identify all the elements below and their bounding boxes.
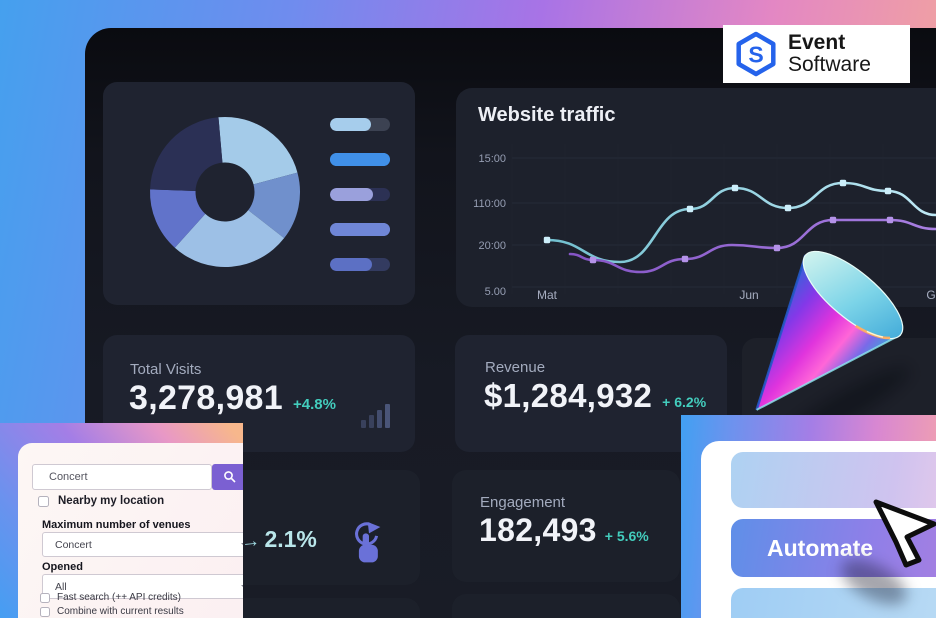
traffic-line-chart: 15:00 110:00 20:00 5.00 Mat Jun G xyxy=(473,144,936,302)
donut-legend xyxy=(330,118,390,293)
data-point-marker xyxy=(589,256,597,264)
data-point-marker xyxy=(731,184,739,192)
data-point-marker xyxy=(829,216,837,224)
logo: S Event Software xyxy=(723,25,910,83)
legend-pill xyxy=(330,188,390,201)
chevron-down-icon xyxy=(241,585,243,589)
slice-periwinkle xyxy=(150,189,206,248)
opened-label: Opened xyxy=(42,561,83,573)
revenue-delta: + 6.2% xyxy=(662,394,707,410)
y-axis-tick: 5.00 xyxy=(485,286,506,298)
y-axis-tick: 15:00 xyxy=(478,153,506,165)
search-input[interactable] xyxy=(32,464,212,490)
slice-light-blue xyxy=(174,210,285,267)
engagement-delta: + 5.6% xyxy=(604,528,649,544)
revenue-label: Revenue xyxy=(485,359,546,376)
bar-chart-icon xyxy=(361,404,390,428)
automate-button-label: Automate xyxy=(767,534,874,561)
data-point-marker xyxy=(886,216,894,224)
engagement-card: Engagement 182,493 + 5.6% xyxy=(452,470,680,582)
donut-chart-card xyxy=(103,82,415,305)
action-button-bottom[interactable] xyxy=(731,588,936,618)
engagement-value: 182,493 xyxy=(479,512,597,548)
legend-pill xyxy=(330,153,390,166)
donut-chart xyxy=(150,117,300,267)
data-point-marker xyxy=(543,236,551,244)
action-button-top[interactable] xyxy=(731,452,936,508)
cone-3d-graphic xyxy=(755,250,904,411)
max-venues-select[interactable]: Concert xyxy=(42,532,243,557)
automate-panel: Automate xyxy=(701,441,936,618)
data-point-marker xyxy=(686,205,694,213)
traffic-purple-line xyxy=(568,218,936,274)
logo-line1: Event xyxy=(788,31,846,55)
partial-card-stub xyxy=(452,594,680,618)
nearby-checkbox[interactable] xyxy=(38,495,49,507)
opened-value: All xyxy=(55,580,67,593)
revenue-value: $1,284,932 xyxy=(484,377,653,414)
trend-arrow-icon: → xyxy=(239,530,261,553)
data-point-marker xyxy=(884,187,892,195)
combine-results-label: Combine with current results xyxy=(57,606,184,617)
swipe-hand-icon xyxy=(355,522,381,563)
mini-stat-value: 2.1% xyxy=(264,526,317,552)
search-form-panel: Nearby my location Maximum number of ven… xyxy=(18,443,243,618)
data-point-marker xyxy=(773,244,781,252)
nearby-label: Nearby my location xyxy=(58,495,165,507)
event-software-logo-icon: S xyxy=(736,31,776,77)
slice-sky xyxy=(218,117,298,185)
data-point-marker xyxy=(839,179,847,187)
search-icon xyxy=(224,471,236,483)
legend-pill xyxy=(330,258,390,271)
total-visits-value: 3,278,981 xyxy=(129,379,283,417)
max-venues-value: Concert xyxy=(55,538,92,551)
x-axis-tick: Jun xyxy=(739,288,758,302)
fast-search-label: Fast search (++ API credits) xyxy=(57,592,181,603)
total-visits-delta: +4.8% xyxy=(292,396,336,413)
total-visits-label: Total Visits xyxy=(130,361,202,378)
fast-search-checkbox[interactable] xyxy=(40,592,50,603)
max-venues-label: Maximum number of venues xyxy=(42,519,191,531)
svg-text:S: S xyxy=(748,42,763,68)
traffic-blue-line xyxy=(545,181,936,264)
combine-results-checkbox[interactable] xyxy=(40,606,50,617)
search-button[interactable] xyxy=(212,464,243,490)
chevron-down-icon xyxy=(241,543,243,547)
slice-medium-blue xyxy=(248,172,300,239)
logo-text: Event Software xyxy=(788,32,871,76)
total-visits-card: Total Visits 3,278,981 +4.8% xyxy=(103,335,415,452)
x-axis-tick: Mat xyxy=(537,288,558,302)
legend-pill xyxy=(330,118,390,131)
chart-grid xyxy=(511,144,936,294)
logo-line2: Software xyxy=(788,53,871,76)
cursor-icon xyxy=(873,499,936,568)
y-axis-tick: 20:00 xyxy=(478,240,506,252)
slice-dark-navy xyxy=(150,117,223,191)
y-axis-tick: 110:00 xyxy=(473,198,506,210)
data-point-marker xyxy=(681,255,689,263)
data-point-marker xyxy=(784,204,792,212)
search-form-overlay: Nearby my location Maximum number of ven… xyxy=(0,423,243,618)
opened-select[interactable]: All xyxy=(42,574,243,599)
x-axis-tick: G xyxy=(926,288,935,302)
engagement-label: Engagement xyxy=(480,494,566,511)
chart-title: Website traffic xyxy=(478,104,616,126)
legend-pill xyxy=(330,223,390,236)
